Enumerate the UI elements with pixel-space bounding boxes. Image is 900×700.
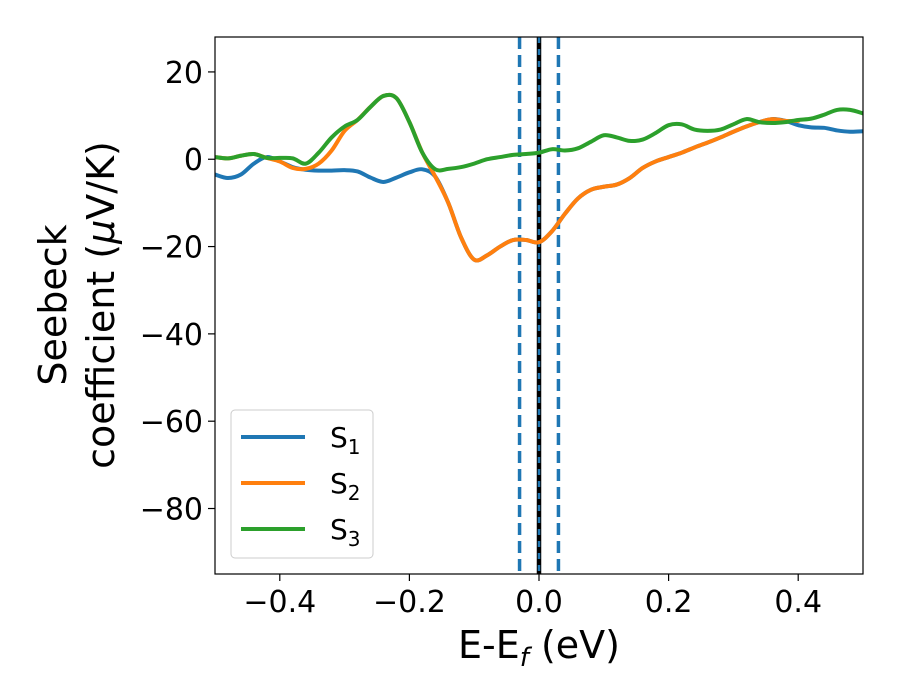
legend-label-subscript: 1 [348, 435, 361, 459]
y-tick-label: −40 [140, 318, 203, 353]
x-tick-label: 0.4 [774, 585, 822, 620]
y-tick-label: −80 [140, 493, 203, 528]
y-tick-label: 20 [165, 56, 203, 91]
series-line-s2 [215, 92, 801, 263]
y-axis-title: Seebeck coefficient (μV/K) [31, 141, 123, 469]
legend-label-s2: S2 [330, 467, 361, 505]
y-axis-title-mu: μ [79, 220, 123, 245]
legend-label-main: S [330, 467, 348, 500]
y-axis-title-line2: coefficient (μV/K) [79, 141, 123, 469]
x-tick-label: −0.2 [373, 585, 446, 620]
y-axis-title-unit: V/K) [79, 141, 123, 220]
x-axis-title-unit: (eV) [529, 623, 620, 667]
y-axis-title-line1: Seebeck [31, 224, 75, 385]
legend-label-s1: S1 [330, 421, 361, 459]
x-axis-title: E-Ef (eV) [458, 623, 620, 673]
y-tick-label: −20 [140, 231, 203, 266]
y-tick-label: 0 [184, 143, 203, 178]
legend-label-s3: S3 [330, 513, 361, 551]
y-axis: 20 0 −20 −40 −60 −80 [140, 56, 215, 528]
legend-label-main: S [330, 513, 348, 546]
series-line-s3 [215, 92, 863, 173]
legend-label-subscript: 3 [348, 527, 361, 551]
x-tick-label: 0.2 [645, 585, 693, 620]
x-tick-label: 0.0 [515, 585, 563, 620]
x-axis-title-main: E-E [458, 623, 520, 667]
reference-lines [517, 37, 561, 574]
x-tick-label: −0.4 [243, 585, 316, 620]
y-axis-title-prefix: coefficient ( [79, 244, 123, 469]
series-lines [215, 92, 863, 263]
x-axis: −0.4 −0.2 0.0 0.2 0.4 [243, 574, 822, 620]
y-tick-label: −60 [140, 405, 203, 440]
legend-label-subscript: 2 [348, 481, 361, 505]
legend-label-main: S [330, 421, 348, 454]
